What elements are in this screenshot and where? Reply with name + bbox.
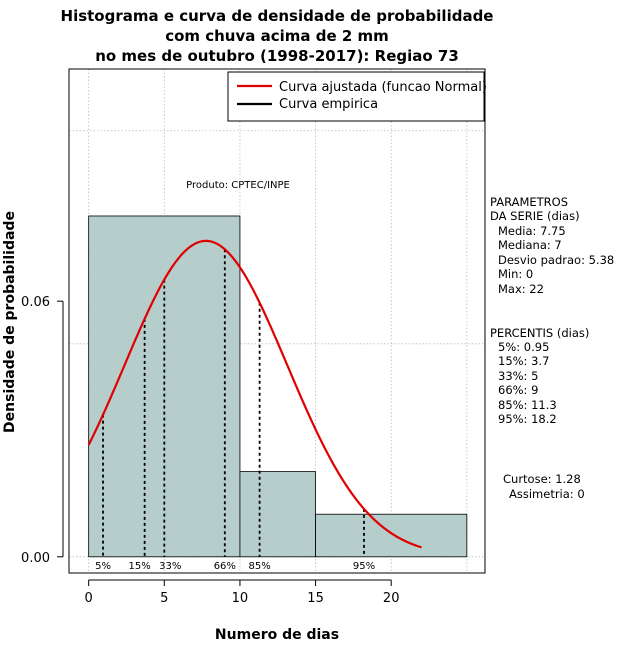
plot-frame (68, 68, 486, 574)
x-tick-label: 5 (160, 591, 168, 606)
param-media: Media: 7.75 (498, 224, 566, 238)
histogram-bar (239, 471, 316, 558)
percentile-label: 15% (129, 561, 151, 572)
assimetria: Assimetria: 0 (509, 487, 585, 501)
product-annotation: Produto: CPTEC/INPE (186, 180, 290, 191)
x-tick-label: 20 (383, 591, 400, 606)
percentil-95: 95%: 18.2 (498, 412, 557, 426)
histogram-bar (315, 513, 468, 558)
axes: 0 5 10 15 20 0.00 0.06 (21, 295, 399, 606)
stats-panel: PARAMETROS DA SERIE (dias) Media: 7.75 M… (490, 195, 614, 501)
percentile-label: 85% (248, 561, 270, 572)
y-tick-label: 0.06 (21, 295, 50, 310)
chart-title-line-3: no mes de outubro (1998-2017): Regiao 73 (95, 47, 459, 65)
legend-label-empirical: Curva empirica (279, 97, 378, 112)
params-title-1: PARAMETROS (490, 195, 568, 209)
percentil-66: 66%: 9 (498, 383, 538, 397)
histogram-bars (88, 215, 468, 558)
x-axis-label: Numero de dias (215, 627, 339, 643)
curtose: Curtose: 1.28 (503, 472, 581, 486)
params-title-2: DA SERIE (dias) (490, 209, 580, 223)
legend-box (227, 71, 485, 122)
chart-title-line-2: com chuva acima de 2 mm (165, 27, 389, 45)
legend-label-fitted: Curva ajustada (funcao Normal) (279, 80, 487, 95)
percentile-label: 95% (353, 561, 375, 572)
chart-title-line-1: Histograma e curva de densidade de proba… (61, 7, 494, 25)
x-tick-label: 0 (85, 591, 93, 606)
param-desvio: Desvio padrao: 5.38 (498, 253, 614, 267)
percentil-5: 5%: 0.95 (498, 340, 549, 354)
param-max: Max: 22 (498, 282, 544, 296)
legend: Curva ajustada (funcao Normal) Curva emp… (227, 71, 487, 122)
percentil-33: 33%: 5 (498, 369, 538, 383)
percentile-label: 33% (159, 561, 181, 572)
x-tick-label: 10 (232, 591, 249, 606)
histogram-bar (88, 215, 241, 558)
y-tick-label: 0.00 (21, 551, 50, 566)
percentis-title: PERCENTIS (dias) (490, 326, 589, 340)
percentil-15: 15%: 3.7 (498, 354, 549, 368)
percentil-85: 85%: 11.3 (498, 398, 557, 412)
percentile-label: 5% (95, 561, 111, 572)
param-min: Min: 0 (498, 267, 533, 281)
x-tick-label: 15 (307, 591, 324, 606)
fitted-normal-curve (87, 239, 422, 549)
percentile-lines: 5% 15% 33% 66% 85% 95% (95, 249, 375, 572)
percentile-label: 66% (214, 561, 236, 572)
param-mediana: Mediana: 7 (498, 238, 562, 252)
y-axis-label: Densidade de probabilidade (2, 211, 18, 433)
